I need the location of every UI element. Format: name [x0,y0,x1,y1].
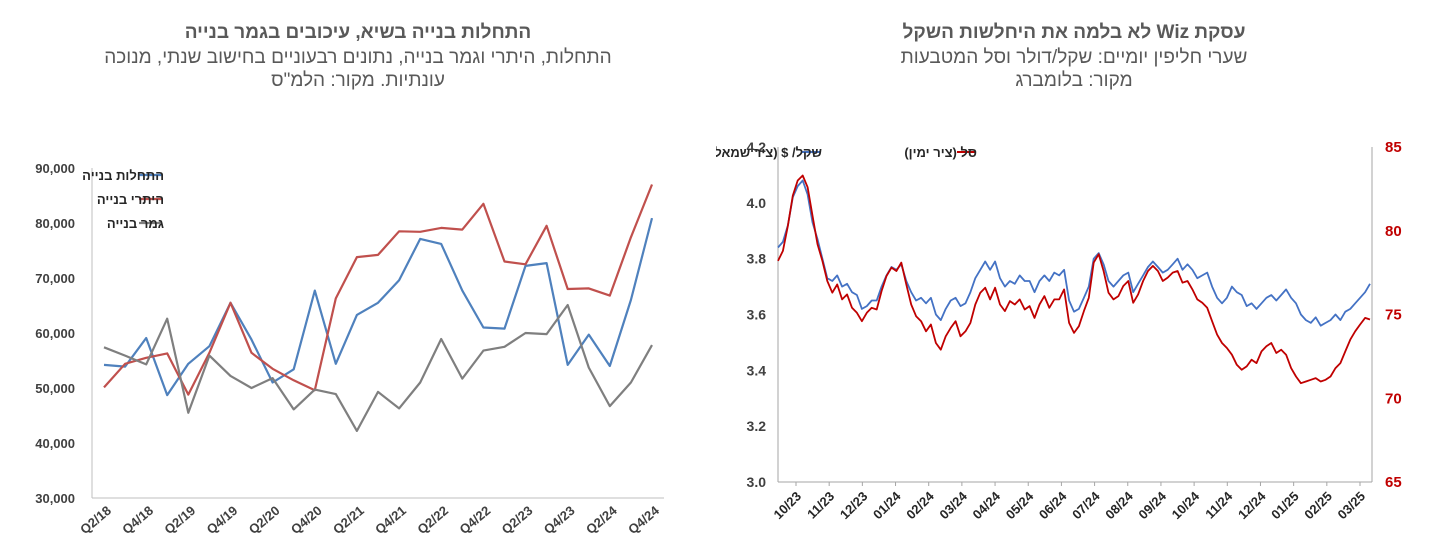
x-tick-label: 03/25 [1335,489,1369,523]
right-y-tick-label: 85 [1385,139,1402,156]
y-tick-label: 40,000 [35,436,75,451]
x-tick-label: Q2/19 [161,503,198,537]
x-tick-label: Q2/24 [583,502,620,537]
y-tick-label: 90,000 [35,161,75,176]
right-y-tick-label: 65 [1385,474,1402,491]
series-line-1 [103,184,654,396]
x-tick-label: 08/24 [1102,488,1136,522]
x-tick-label: 02/25 [1301,489,1335,523]
x-tick-label: 03/24 [936,488,970,522]
legend-label-2: גמר בנייה [107,216,164,231]
x-tick-label: 07/24 [1069,488,1103,522]
x-tick-label: 09/24 [1135,488,1169,522]
x-tick-label: Q2/21 [330,503,367,537]
left-y-tick-label: 4.2 [747,139,767,155]
left-y-tick-label: 4.0 [747,195,767,211]
series-line-0 [103,217,654,397]
x-tick-label: Q2/22 [414,503,451,537]
x-tick-label: Q4/22 [457,503,494,537]
x-tick-label: Q2/20 [246,503,283,537]
left-y-tick-label: 3.0 [747,474,767,490]
y-tick-label: 50,000 [35,381,75,396]
right-y-tick-label: 70 [1385,390,1402,407]
right-chart-subtitle-line2: מקור: בלומברג [1015,70,1133,91]
legend-label-0: שקל/ $ (ציר שמאל) [716,145,822,160]
x-tick-label: Q4/18 [119,503,156,537]
x-tick-label: Q4/20 [288,503,325,537]
x-tick-label: Q2/18 [77,503,114,537]
x-tick-label: Q4/21 [372,503,409,537]
left-chart-subtitle-line2: עונתיות. מקור: הלמ"ס [271,70,445,91]
y-tick-label: 60,000 [35,326,75,341]
right-chart-subtitle-line1: שערי חליפין יומיים: שקל/דולר וסל המטבעות [900,47,1248,68]
x-tick-label: 01/24 [870,488,904,522]
building-chart-panel: התחלות בנייה בשיא, עיכובים בגמר בנייה הת… [35,22,664,537]
y-tick-label: 70,000 [35,271,75,286]
right-chart-title: עסקת Wiz לא בלמה את היחלשות השקל [902,22,1246,43]
x-tick-label: Q2/23 [499,503,536,537]
x-tick-label: 11/23 [804,489,837,522]
left-chart-subtitle-line1: התחלות, היתרי וגמר בנייה, נתונים רבעוניי… [104,47,612,68]
x-tick-label: 12/24 [1235,488,1269,522]
series-line-1 [777,174,1371,385]
x-tick-label: 10/23 [771,489,805,523]
right-y-tick-label: 80 [1385,223,1402,240]
x-tick-label: 05/24 [1003,488,1037,522]
x-tick-label: 11/24 [1202,488,1236,522]
left-chart-title: התחלות בנייה בשיא, עיכובים בגמר בנייה [184,22,532,43]
left-y-tick-label: 3.4 [747,362,767,378]
legend-label-1: היתרי בנייה [97,192,164,207]
left-y-tick-label: 3.8 [747,251,767,267]
y-tick-label: 30,000 [35,491,75,506]
x-tick-label: 06/24 [1036,488,1070,522]
fx-chart-panel: עסקת Wiz לא בלמה את היחלשות השקל שערי חל… [716,0,1432,558]
legend-label-0: התחלות בנייה [82,168,164,183]
y-tick-label: 80,000 [35,216,75,231]
series-line-0 [777,179,1371,327]
x-tick-label: Q4/24 [625,502,662,537]
left-y-tick-label: 3.6 [747,307,767,323]
series-line-2 [103,303,653,432]
x-tick-label: 12/23 [837,489,871,523]
x-tick-label: 04/24 [970,488,1004,522]
building-line-chart: 30,000 40,000 50,000 60,000 70,000 80,000 90,0… [35,161,664,537]
x-tick-label: 01/25 [1268,489,1302,523]
right-y-tick-label: 75 [1385,307,1402,324]
legend-label-1: סל (ציר ימין) [904,145,977,160]
x-tick-label: 02/24 [903,488,937,522]
x-tick-label: Q4/19 [204,503,241,537]
left-y-tick-label: 3.2 [747,418,767,434]
x-tick-label: Q4/23 [541,503,578,537]
x-tick-label: 10/24 [1169,488,1203,522]
